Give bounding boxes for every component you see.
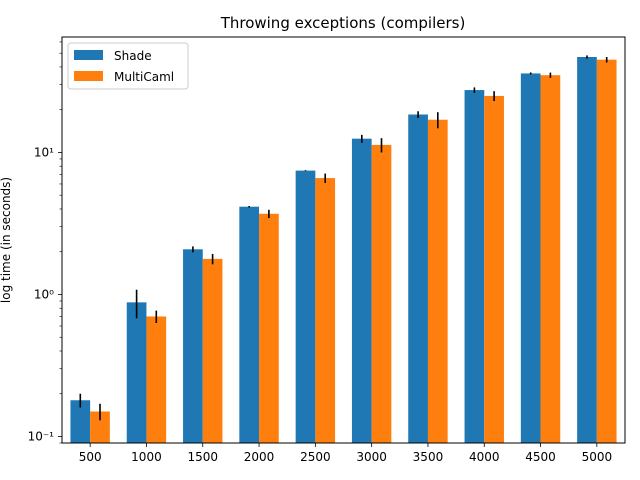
bar-multicaml-500 (90, 411, 110, 443)
bar-multicaml-5000 (596, 59, 617, 444)
bar-shade-3500 (408, 114, 428, 443)
bar-multicaml-4500 (540, 75, 561, 444)
x-tick-label-500: 500 (79, 450, 102, 464)
plot-area (70, 55, 617, 444)
x-tick-label-4000: 4000 (469, 450, 500, 464)
y-axis-label: log time (in seconds) (0, 177, 13, 303)
bar-multicaml-1500 (202, 258, 223, 443)
legend-label-multicaml: MultiCaml (114, 70, 174, 84)
legend-swatch-shade (74, 50, 103, 60)
y-tick-label-2: 10¹ (34, 145, 54, 159)
y-tick-label-1: 10⁰ (34, 287, 54, 301)
legend-swatch-multicaml (74, 71, 103, 81)
x-tick-label-2000: 2000 (244, 450, 275, 464)
x-tick-label-1500: 1500 (187, 450, 218, 464)
bar-shade-3000 (351, 138, 372, 443)
bar-multicaml-1000 (146, 316, 167, 443)
x-tick-label-3000: 3000 (356, 450, 387, 464)
bar-shade-2500 (295, 170, 316, 444)
bar-shade-1500 (183, 249, 203, 443)
bar-multicaml-3500 (427, 119, 448, 443)
chart-title: Throwing exceptions (compilers) (220, 14, 466, 32)
bar-shade-5000 (577, 57, 597, 443)
bar-multicaml-2500 (315, 178, 336, 443)
legend-label-shade: Shade (114, 49, 152, 63)
bar-shade-4500 (520, 73, 541, 443)
bar-shade-2000 (239, 206, 260, 443)
bar-shade-4000 (464, 90, 485, 443)
legend: Shade MultiCaml (67, 42, 189, 90)
x-tick-label-5000: 5000 (582, 450, 613, 464)
x-tick-label-1000: 1000 (131, 450, 162, 464)
x-tick-label-2500: 2500 (300, 450, 331, 464)
bar-multicaml-3000 (371, 144, 392, 443)
plot-frame (61, 36, 626, 444)
y-tick-label-0: 10⁻¹ (28, 430, 55, 444)
bar-shade-500 (70, 400, 91, 443)
x-tick-label-4500: 4500 (525, 450, 556, 464)
bar-multicaml-4000 (484, 95, 504, 443)
x-tick-label-3500: 3500 (413, 450, 444, 464)
bar-shade-1000 (126, 302, 147, 443)
bar-multicaml-2000 (259, 213, 279, 443)
